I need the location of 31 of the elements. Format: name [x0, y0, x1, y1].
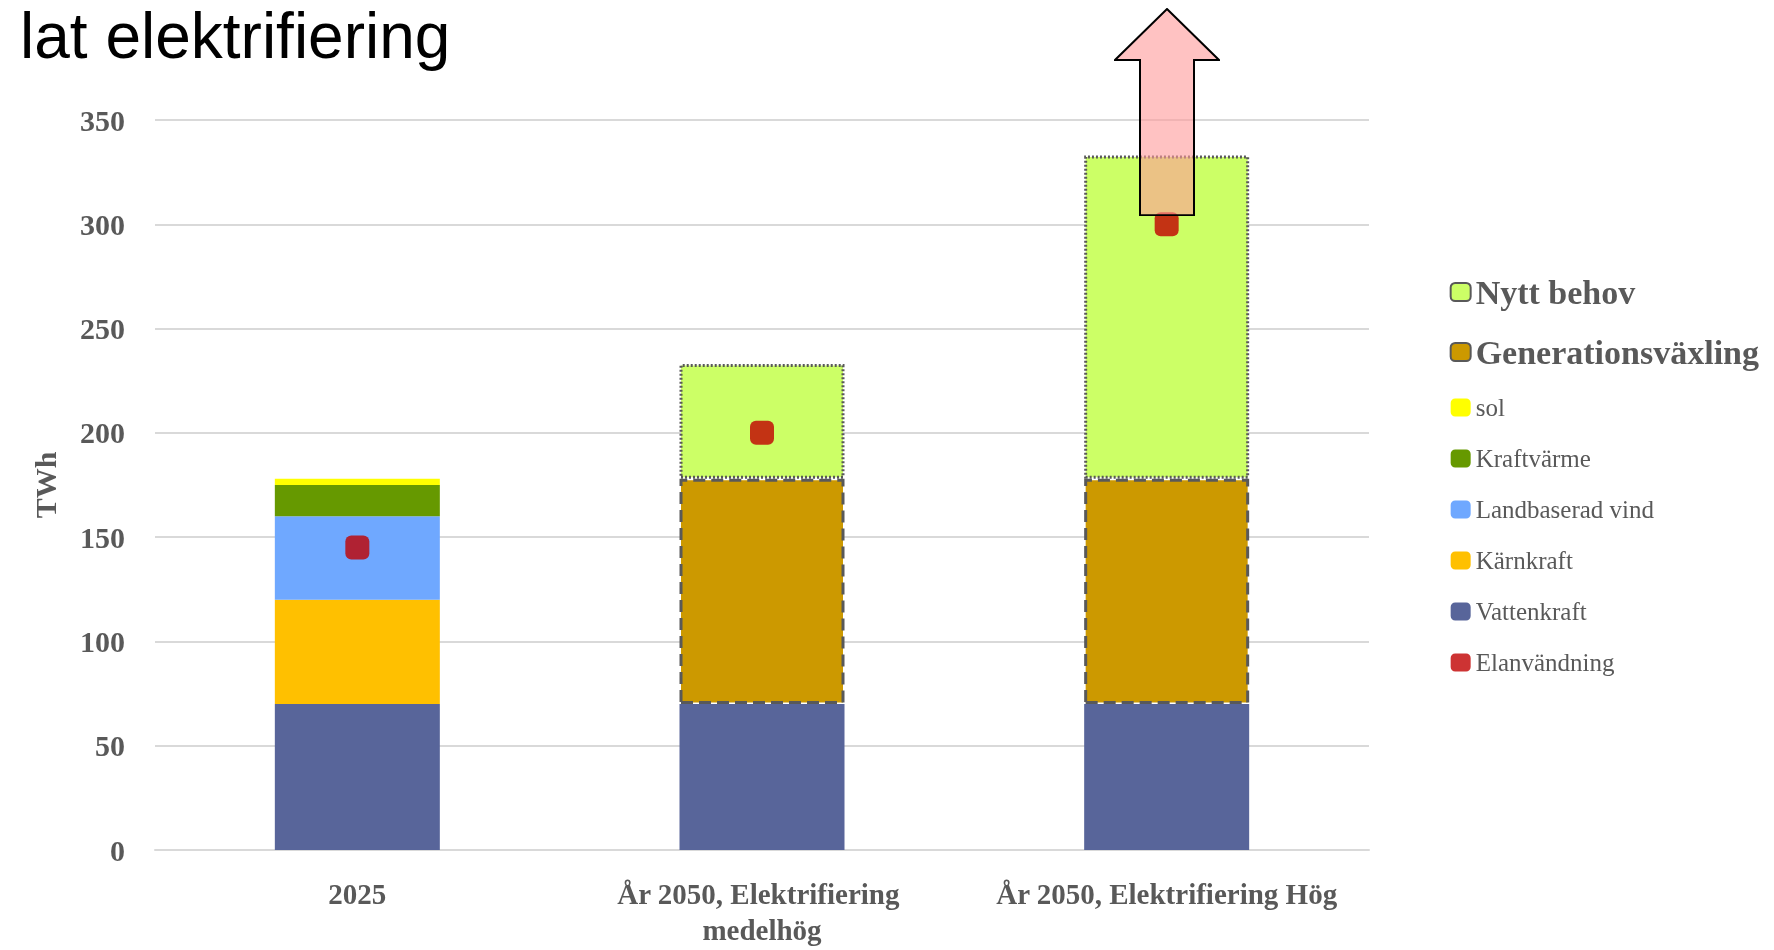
y-tick-label: 200 [80, 416, 125, 450]
y-tick-label: 0 [110, 833, 125, 867]
point [1154, 212, 1179, 237]
legend-label: Kraftvärme [1475, 445, 1591, 472]
bar [274, 704, 440, 850]
legend-label: Vattenkraft [1475, 598, 1587, 625]
y-tick-label: 150 [80, 520, 125, 554]
y-tick-label: 100 [80, 624, 125, 658]
legend-label: sol [1475, 394, 1505, 421]
x-tick-label: 2025 [328, 878, 387, 910]
y-tick-label: 350 [80, 103, 125, 137]
point [750, 420, 774, 445]
bar [274, 478, 440, 485]
bar [274, 599, 440, 704]
legend-label: Generationsväxling [1475, 333, 1759, 371]
bar [1084, 704, 1250, 850]
bar [274, 516, 440, 600]
y-tick-label: 50 [95, 729, 125, 763]
bar [679, 704, 845, 850]
bar [274, 485, 440, 517]
point [345, 535, 370, 560]
legend-label: Landbaserad vind [1475, 496, 1655, 523]
legend-label: Elanvändning [1475, 649, 1616, 676]
legend-label: Nytt behov [1475, 273, 1636, 311]
legend-label: Kärnkraft [1475, 547, 1573, 574]
x-tick-label: År 2050, Elektrifiering medelhög [617, 878, 907, 946]
y-tick-label: 250 [80, 312, 125, 346]
x-tick-label: År 2050, Elektrifiering Hög [996, 878, 1338, 910]
y-tick-label: 300 [80, 207, 125, 241]
y-axis-title: TWh [28, 451, 62, 519]
chart-title: lat elektrifiering [20, 0, 451, 72]
